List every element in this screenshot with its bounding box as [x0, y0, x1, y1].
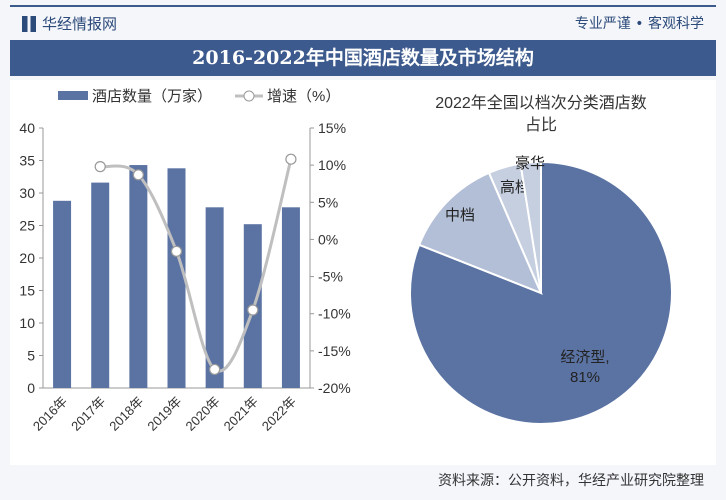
right-tick-label: 0%: [318, 231, 338, 247]
growth-point: [94, 161, 106, 173]
page-title: 2016-2022年中国酒店数量及市场结构: [10, 40, 716, 76]
x-tick-label: 2016年: [30, 394, 70, 434]
growth-point: [247, 304, 259, 316]
pie-label: 高档: [500, 179, 530, 196]
left-tick-label: 5: [27, 348, 35, 364]
legend-bar-label: 酒店数量（万家）: [92, 88, 212, 105]
growth-line: [99, 158, 293, 373]
growth-point: [285, 153, 297, 165]
chart-panel: 0 5 10 15 20 25 30 35 40 -20% -15% -10% -5% 0% 5% 10% 15…: [10, 80, 716, 465]
x-tick-label: 2019年: [144, 394, 184, 434]
right-tick-label: 10%: [318, 157, 346, 173]
pie-label: 中档: [445, 207, 475, 224]
left-tick-label: 0: [27, 380, 35, 396]
legend-line-marker: [243, 90, 255, 102]
left-tick-label: 40: [19, 120, 35, 136]
pie-slice: [417, 171, 543, 295]
right-tick-label: -10%: [318, 306, 351, 322]
x-tick-label: 2022年: [259, 394, 299, 434]
right-tick-label: 15%: [318, 120, 346, 136]
bar: [91, 182, 110, 388]
pie-label: 豪华: [515, 154, 545, 172]
left-tick-label: 30: [19, 185, 35, 201]
growth-point: [209, 363, 221, 376]
bar: [129, 165, 148, 388]
growth-point: [132, 169, 144, 181]
pie-title-line2: 占比: [525, 116, 557, 134]
source-note: 资料来源：公开资料，华经产业研究院整理: [438, 473, 704, 489]
pie-value-label: 81%: [570, 369, 600, 386]
top-rule: [10, 5, 716, 7]
slogan: 专业严谨 • 客观科学: [574, 16, 704, 32]
chart-svg: 0 5 10 15 20 25 30 35 40 -20% -15% -10% -5% 0% 5% 10% 15…: [19, 88, 673, 434]
x-tick-label: 2018年: [106, 394, 146, 434]
brand-name: 华经情报网: [42, 15, 118, 33]
x-tick-label: 2020年: [183, 394, 223, 434]
bar: [167, 168, 186, 388]
right-tick-label: -5%: [318, 269, 343, 285]
left-tick-label: 35: [19, 153, 35, 169]
bar: [53, 200, 72, 388]
right-tick-label: -15%: [318, 343, 351, 359]
left-tick-label: 25: [19, 218, 35, 234]
legend-bar-swatch: [58, 91, 88, 100]
right-tick-label: -20%: [318, 380, 351, 396]
pie-label: 经济型,: [560, 349, 609, 366]
pie-slice: [519, 160, 542, 294]
bar: [205, 207, 224, 388]
legend-line-label: 增速（%）: [267, 88, 340, 105]
brand-logo-icon: [22, 15, 36, 32]
left-tick-label: 15: [19, 283, 35, 299]
growth-point: [170, 245, 183, 257]
left-tick-label: 10: [19, 315, 35, 331]
bar: [281, 207, 300, 388]
x-tick-label: 2017年: [68, 394, 108, 434]
pie-title-line1: 2022年全国以档次分类酒店数: [435, 94, 647, 112]
right-tick-label: 5%: [318, 194, 338, 210]
brand: 华经情报网: [22, 13, 117, 34]
x-tick-label: 2021年: [221, 394, 261, 434]
left-tick-label: 20: [19, 250, 35, 266]
